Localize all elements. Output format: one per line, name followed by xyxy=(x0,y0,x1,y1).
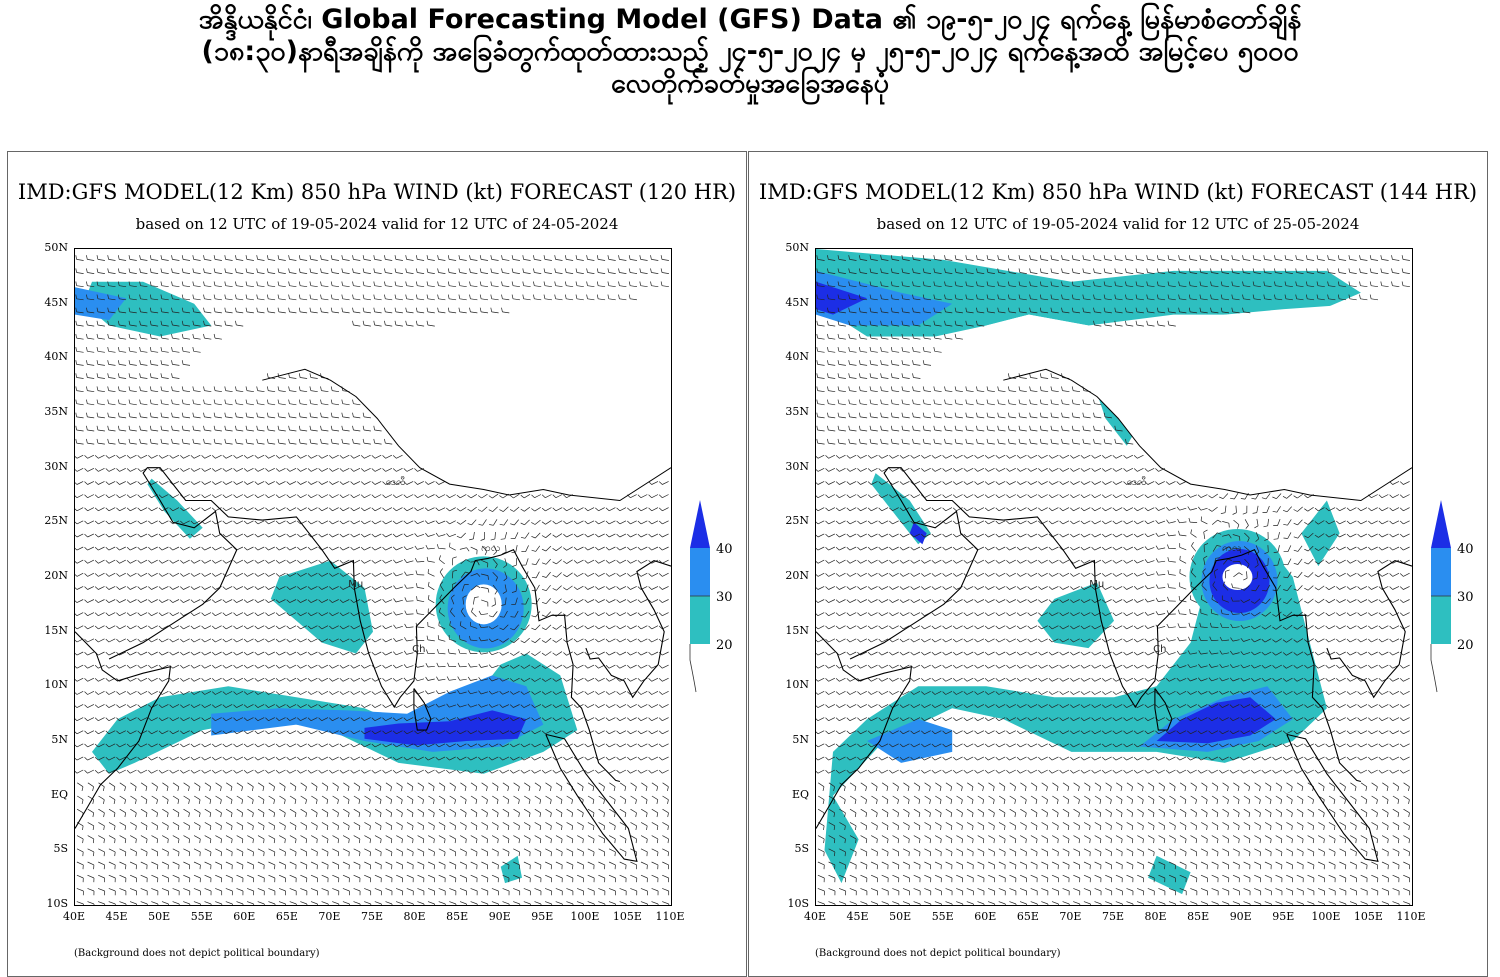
lon-tick-label: 45E xyxy=(846,910,869,923)
wind-map-svg xyxy=(75,255,671,905)
lon-tick-label: 110E xyxy=(655,910,685,923)
masked-terrain xyxy=(918,292,1412,501)
wind-map: ဒေလီ Mu Ch ကလ xyxy=(815,248,1413,906)
lat-tick-label: 10S xyxy=(46,897,68,910)
lat-tick-label: 35N xyxy=(785,405,809,418)
lon-tick-label: 50E xyxy=(889,910,912,923)
lon-tick-label: 85E xyxy=(446,910,469,923)
color-legend: 40 30 20 xyxy=(1429,500,1487,700)
lat-tick-label: 15N xyxy=(785,623,809,637)
masked-terrain xyxy=(177,292,671,501)
lon-tick-label: 90E xyxy=(488,910,511,923)
city-label: ကလ xyxy=(1222,542,1242,554)
color-legend: 40 30 20 xyxy=(688,500,746,700)
panel-title: IMD:GFS MODEL(12 Km) 850 hPa WIND (kt) F… xyxy=(758,180,1478,204)
lat-tick-label: 45N xyxy=(785,295,809,309)
lat-tick-label: 5N xyxy=(792,733,809,746)
lat-tick-label: EQ xyxy=(791,787,809,801)
lon-tick-label: 75E xyxy=(1101,910,1125,923)
lat-tick-label: 30N xyxy=(44,459,68,473)
lat-tick-label: EQ xyxy=(50,787,68,801)
city-label: Mu xyxy=(348,578,364,590)
wind-map: ဒေလီ Mu Ch ကလ xyxy=(74,248,672,906)
lon-tick-label: 95E xyxy=(531,910,554,923)
lon-tick-label: 80E xyxy=(1144,910,1167,923)
footnote: (Background does not depict political bo… xyxy=(74,948,320,959)
lon-tick-label: 95E xyxy=(1272,910,1295,923)
lat-tick-label: 25N xyxy=(785,514,809,528)
wind-barbs xyxy=(75,255,670,905)
headline-line-1: အိန္ဒိယနိုင်ငံ၊ Global Forecasting Model… xyxy=(198,4,1302,35)
city-label: Mu xyxy=(1089,578,1105,590)
lon-tick-label: 70E xyxy=(318,910,341,923)
lat-tick-label: 5N xyxy=(51,733,68,746)
legend-label: 40 xyxy=(1457,542,1474,557)
lon-tick-label: 100E xyxy=(570,910,600,923)
lon-tick-label: 55E xyxy=(190,910,213,923)
lon-tick-label: 45E xyxy=(105,910,128,923)
lat-tick-label: 40N xyxy=(785,350,809,364)
lat-tick-label: 5S xyxy=(53,842,68,856)
lat-tick-label: 10N xyxy=(785,678,809,692)
city-label: Ch xyxy=(412,644,426,656)
lon-tick-label: 70E xyxy=(1059,910,1082,923)
lon-tick-label: 60E xyxy=(233,910,256,923)
lat-tick-label: 40N xyxy=(44,350,68,364)
lon-tick-label: 40E xyxy=(803,910,827,923)
wind-map-svg xyxy=(816,249,1412,905)
lon-tick-label: 65E xyxy=(1016,910,1039,923)
headline: အိန္ဒိယနိုင်ငံ၊ Global Forecasting Model… xyxy=(0,4,1500,100)
panel-subtitle: based on 12 UTC of 19-05-2024 valid for … xyxy=(135,215,619,233)
lon-tick-label: 55E xyxy=(931,910,954,923)
lat-tick-label: 10S xyxy=(787,897,809,910)
lat-tick-label: 15N xyxy=(44,623,68,637)
headline-line-3: လေတိုက်ခတ်မှုအခြေအနေပုံ xyxy=(610,68,890,99)
legend-label: 30 xyxy=(1457,590,1474,605)
legend-label: 30 xyxy=(716,590,733,605)
city-label: ကလ xyxy=(481,542,501,554)
lon-tick-label: 50E xyxy=(148,910,171,923)
lon-tick-label: 85E xyxy=(1187,910,1210,923)
lat-tick-label: 20N xyxy=(785,569,809,582)
lat-tick-label: 45N xyxy=(44,295,68,309)
legend-label: 20 xyxy=(716,638,733,653)
coastlines xyxy=(816,368,1412,862)
lat-tick-label: 5S xyxy=(794,842,809,856)
lon-tick-label: 110E xyxy=(1396,910,1426,923)
lon-tick-label: 105E xyxy=(612,910,642,923)
lat-tick-label: 50N xyxy=(44,241,68,254)
lat-tick-label: 30N xyxy=(785,459,809,473)
lon-tick-label: 105E xyxy=(1353,910,1383,923)
lat-tick-label: 25N xyxy=(44,514,68,528)
forecast-panel-120hr: IMD:GFS MODEL(12 Km) 850 hPa WIND (kt) F… xyxy=(7,151,747,977)
lon-tick-label: 40E xyxy=(62,910,86,923)
forecast-panel-144hr: IMD:GFS MODEL(12 Km) 850 hPa WIND (kt) F… xyxy=(748,151,1488,977)
footnote: (Background does not depict political bo… xyxy=(815,948,1061,959)
legend-label: 40 xyxy=(716,542,733,557)
lon-tick-label: 65E xyxy=(275,910,298,923)
lon-tick-label: 90E xyxy=(1229,910,1252,923)
coastlines xyxy=(75,368,671,862)
lon-tick-label: 100E xyxy=(1311,910,1341,923)
panel-title: IMD:GFS MODEL(12 Km) 850 hPa WIND (kt) F… xyxy=(17,180,737,204)
lon-tick-label: 80E xyxy=(403,910,426,923)
lat-tick-label: 10N xyxy=(44,678,68,692)
lat-tick-label: 50N xyxy=(785,241,809,254)
legend-label: 20 xyxy=(1457,638,1474,653)
lon-tick-label: 75E xyxy=(360,910,384,923)
headline-line-2: (၁၈:၃၀)နာရီအချိန်ကို အခြေခံတွက်ထုတ်ထားသည… xyxy=(201,36,1299,67)
panel-subtitle: based on 12 UTC of 19-05-2024 valid for … xyxy=(876,215,1360,233)
lat-tick-label: 20N xyxy=(44,569,68,582)
lon-tick-label: 60E xyxy=(974,910,997,923)
city-label: Ch xyxy=(1153,644,1167,656)
city-label: ဒေလီ xyxy=(385,476,406,488)
lat-tick-label: 35N xyxy=(44,405,68,418)
city-label: ဒေလီ xyxy=(1126,476,1147,488)
wind-barbs xyxy=(816,255,1411,905)
